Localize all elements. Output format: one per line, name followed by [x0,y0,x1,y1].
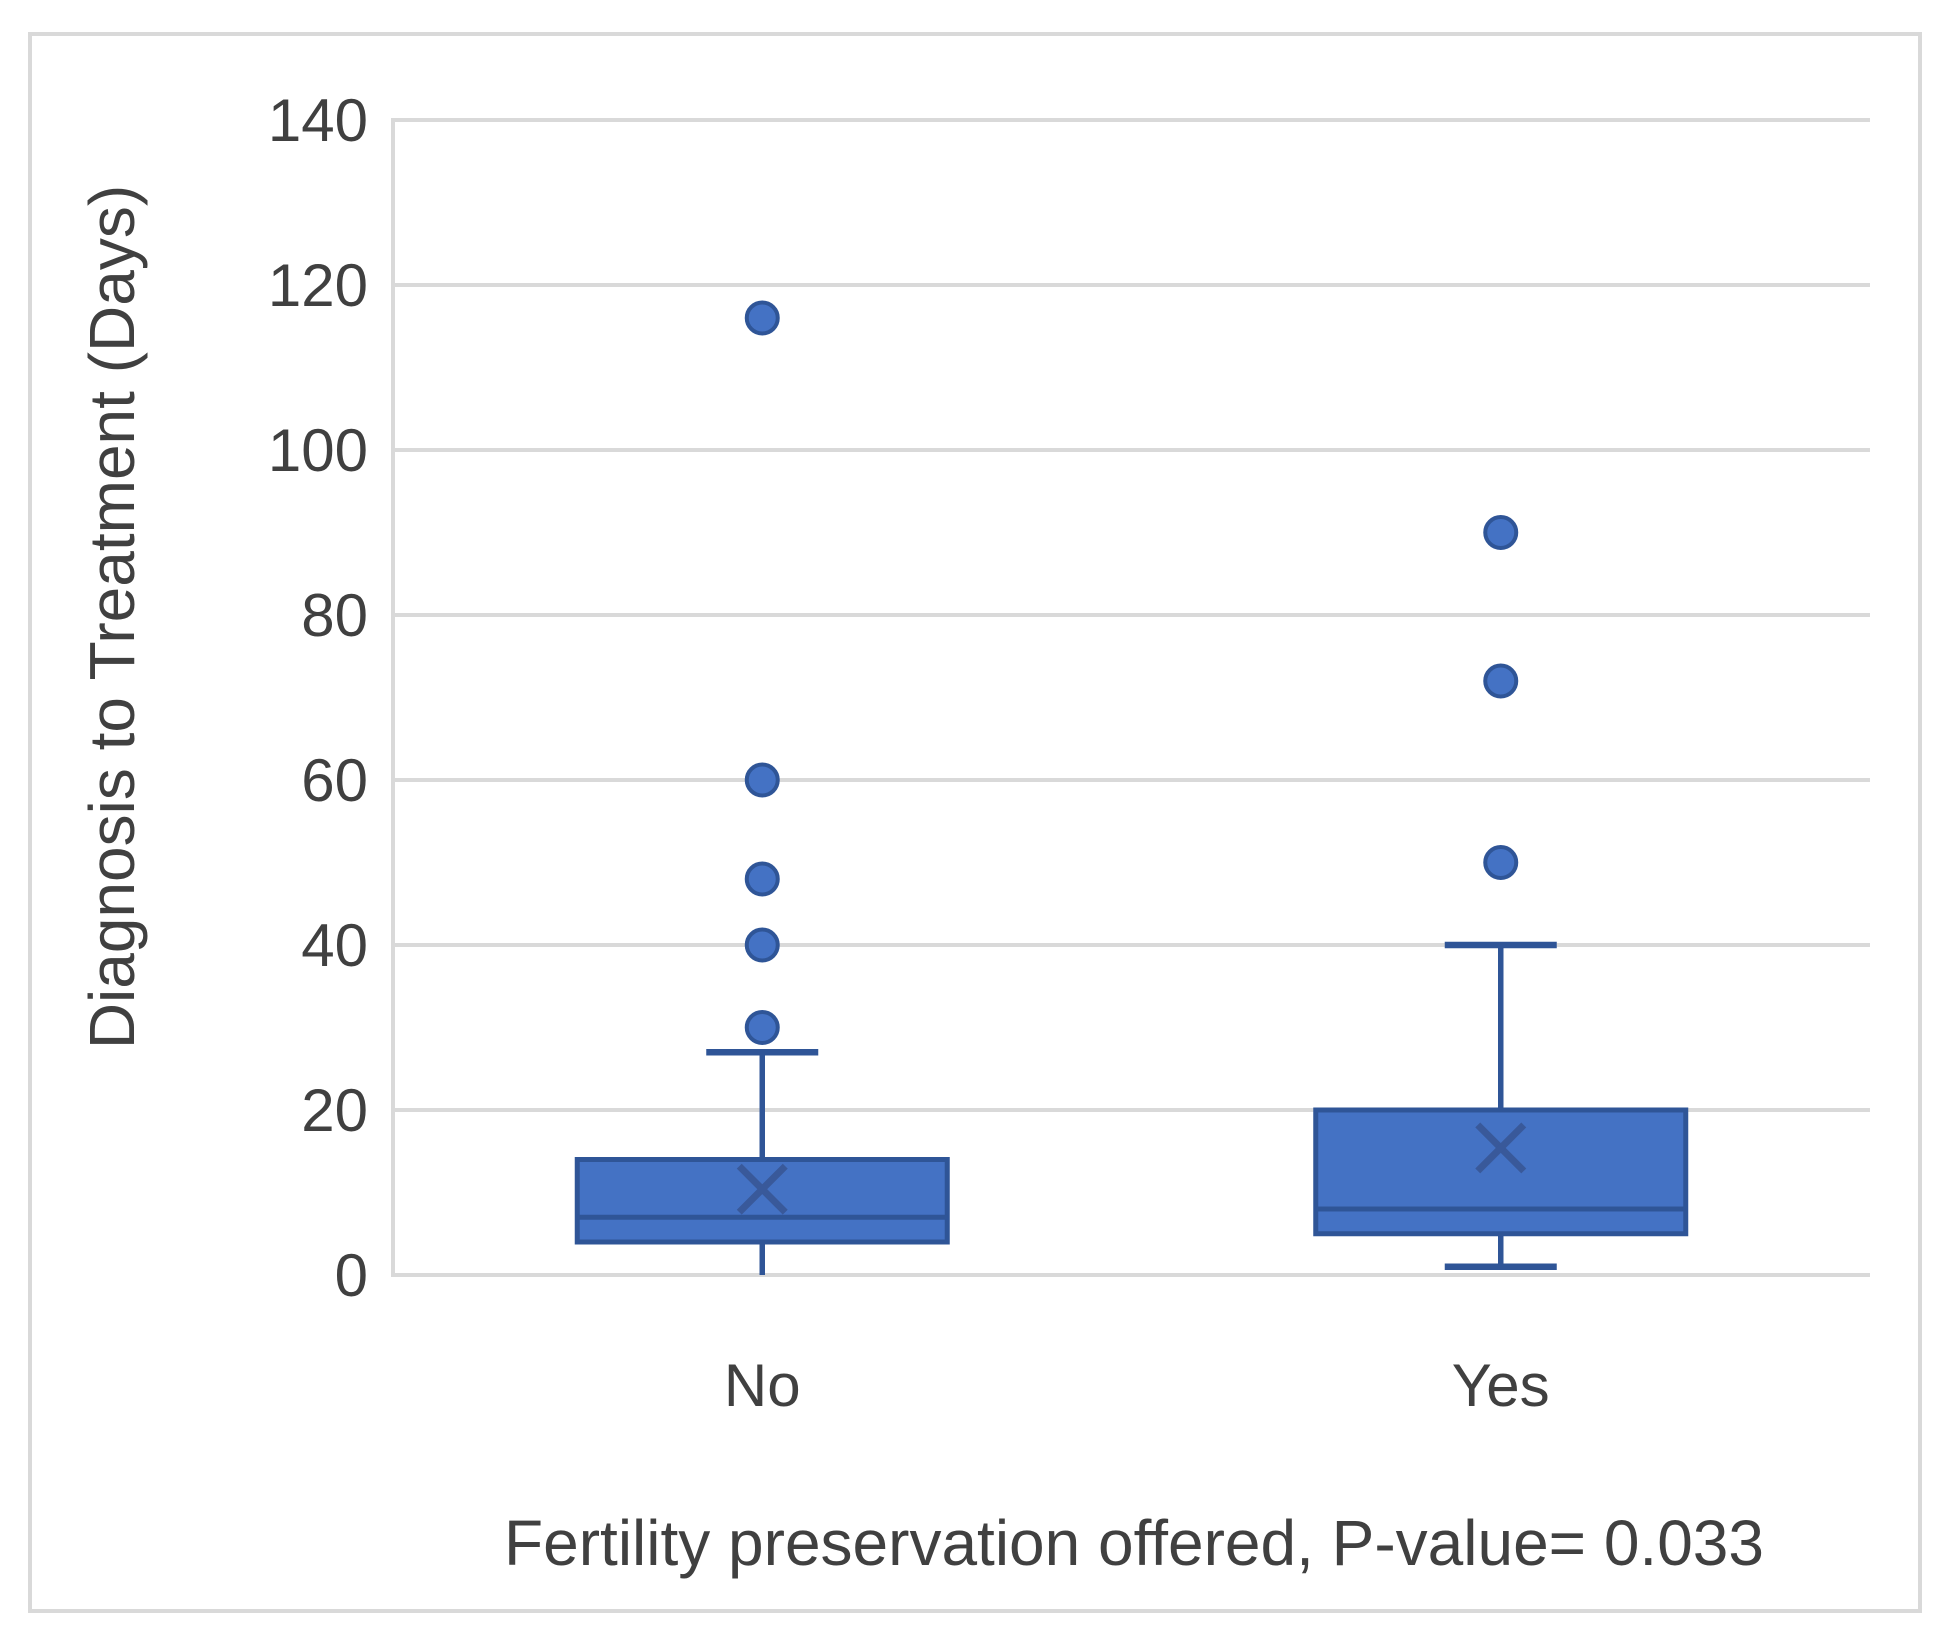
x-category-label-no: No [724,1352,801,1419]
y-tick-label: 60 [301,747,368,814]
outlier-dot-no [744,762,780,798]
y-tick-label: 140 [268,87,368,154]
box-no [574,1157,950,1245]
y-tick-label: 20 [301,1077,368,1144]
y-tick-label: 40 [301,912,368,979]
x-category-label-yes: Yes [1452,1352,1550,1419]
mean-marker-yes [1475,1122,1527,1174]
outlier-dot-yes [1483,663,1519,699]
mean-marker-no [736,1163,788,1215]
outlier-dot-no [744,300,780,336]
y-axis-title: Diagnosis to Treatment (Days) [76,184,148,1050]
y-tick-label: 120 [268,252,368,319]
box-yes [1313,1107,1689,1237]
outlier-dot-no [744,1010,780,1045]
outlier-dot-no [744,861,780,897]
outlier-dot-yes [1483,515,1519,550]
y-tick-label: 100 [268,417,368,484]
y-tick-label: 80 [301,582,368,649]
y-tick-label: 0 [335,1242,368,1309]
outlier-dot-no [744,927,780,963]
outlier-dot-yes [1483,845,1519,880]
x-axis-title: Fertility preservation offered, P-value=… [504,1507,1764,1579]
